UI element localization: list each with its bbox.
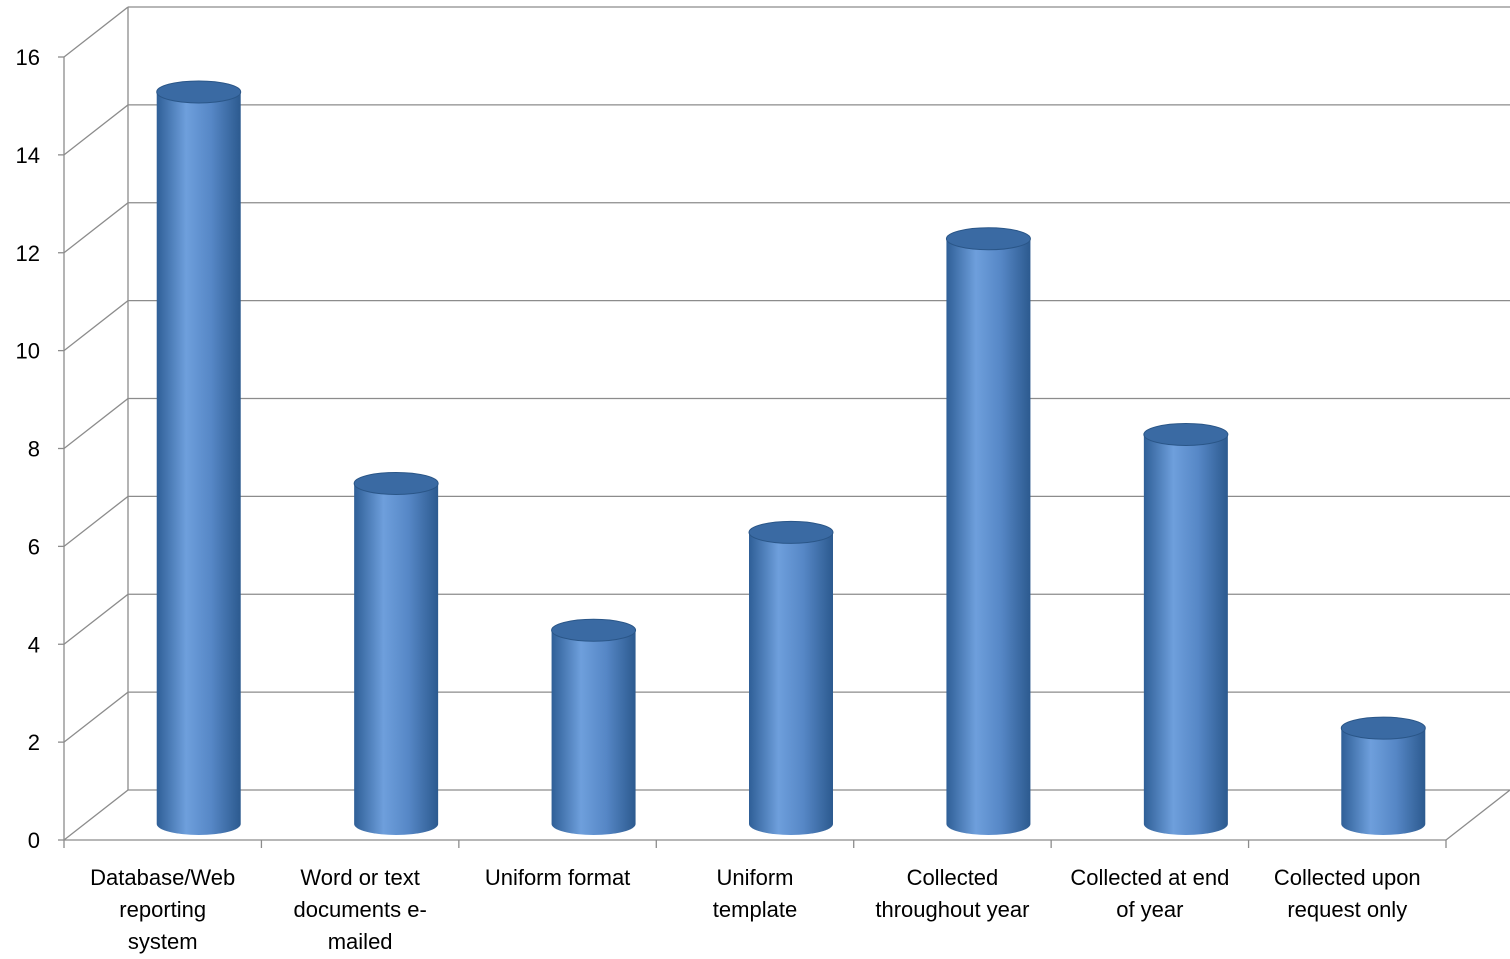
side-gridline bbox=[63, 789, 129, 841]
bar-top bbox=[748, 520, 834, 544]
x-tick-label: Word or text documents e-mailed bbox=[293, 865, 426, 954]
x-tick-label: Uniform format bbox=[485, 865, 630, 890]
axes bbox=[58, 7, 1510, 848]
bar bbox=[1340, 716, 1426, 836]
bars bbox=[156, 80, 1426, 836]
x-tick-label-line: Collected upon bbox=[1274, 865, 1421, 890]
side-gridline bbox=[63, 593, 129, 645]
bar bbox=[945, 227, 1031, 836]
bar-top bbox=[1143, 423, 1229, 446]
x-tick-label-line: throughout year bbox=[875, 897, 1029, 922]
side-gridline bbox=[63, 104, 129, 156]
side-gridline bbox=[63, 300, 129, 352]
bar-top bbox=[945, 227, 1031, 251]
bar bbox=[748, 520, 834, 835]
x-tick-label-line: Uniform bbox=[716, 865, 793, 890]
x-axis-tick-labels: Database/Web reporting system Word or text d… bbox=[90, 865, 1421, 954]
x-tick-label-line: Uniform format bbox=[485, 865, 630, 890]
y-tick-label: 0 bbox=[28, 828, 40, 853]
y-tick-label: 16 bbox=[16, 45, 40, 70]
x-tick-label-line: of year bbox=[1116, 897, 1183, 922]
x-tick-label: Database/Web reporting system bbox=[90, 865, 235, 954]
x-tick-label: Collected at end of year bbox=[1070, 865, 1229, 922]
y-axis-tick-labels: 0 2 4 6 8 10 12 14 16 bbox=[16, 45, 40, 853]
x-tick-label-line: system bbox=[128, 929, 198, 954]
bar-body bbox=[551, 630, 636, 836]
y-tick-label: 6 bbox=[28, 534, 40, 559]
side-gridline bbox=[63, 202, 129, 254]
bar-body bbox=[354, 483, 439, 836]
y-tick-label: 12 bbox=[16, 241, 40, 266]
bar-top bbox=[551, 618, 637, 642]
x-tick-label-line: Word or text bbox=[300, 865, 419, 890]
bar-top bbox=[1340, 716, 1426, 740]
bar bbox=[551, 618, 637, 836]
x-tick-label-line: request only bbox=[1287, 897, 1407, 922]
y-tick-label: 14 bbox=[16, 143, 40, 168]
bar-body bbox=[749, 532, 833, 835]
x-tick-label: Collected throughout year bbox=[875, 865, 1029, 922]
bar bbox=[1143, 423, 1229, 836]
bar-body bbox=[1143, 434, 1228, 836]
floor-right-edge bbox=[1445, 789, 1510, 841]
x-tick-label-line: mailed bbox=[328, 929, 393, 954]
x-tick-label-line: documents e- bbox=[293, 897, 426, 922]
bar-body bbox=[946, 238, 1031, 836]
bar-top bbox=[353, 471, 439, 495]
side-gridline bbox=[63, 691, 129, 743]
y-tick-label: 8 bbox=[28, 437, 40, 462]
y-tick-label: 2 bbox=[28, 730, 40, 755]
side-gridline bbox=[63, 495, 129, 547]
x-tick-label: Collected upon request only bbox=[1274, 865, 1421, 922]
x-tick-label: Uniform template bbox=[713, 865, 797, 922]
bar bbox=[353, 471, 439, 836]
y-tick-label: 10 bbox=[16, 339, 40, 364]
bar-top bbox=[156, 80, 242, 104]
x-tick-label-line: Collected bbox=[907, 865, 999, 890]
bar bbox=[156, 80, 242, 835]
y-tick-label: 4 bbox=[28, 632, 40, 657]
bar-body bbox=[156, 91, 241, 835]
side-gridline bbox=[63, 6, 129, 58]
x-tick-label-line: reporting bbox=[119, 897, 206, 922]
x-tick-label-line: template bbox=[713, 897, 797, 922]
x-tick-label-line: Database/Web bbox=[90, 865, 235, 890]
x-tick-label-line: Collected at end bbox=[1070, 865, 1229, 890]
bar-body bbox=[1341, 728, 1426, 836]
side-gridline bbox=[63, 397, 129, 450]
